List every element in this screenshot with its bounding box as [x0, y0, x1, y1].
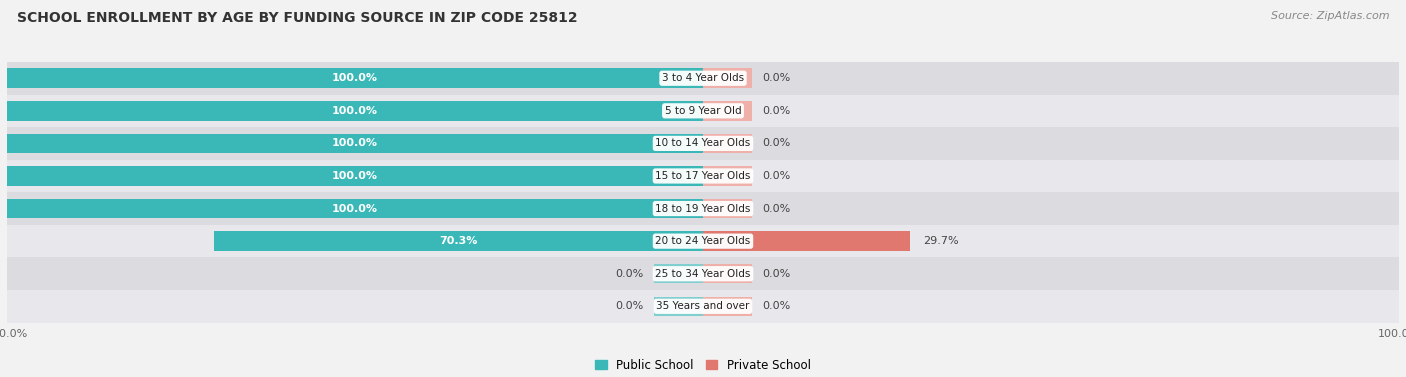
Text: SCHOOL ENROLLMENT BY AGE BY FUNDING SOURCE IN ZIP CODE 25812: SCHOOL ENROLLMENT BY AGE BY FUNDING SOUR…: [17, 11, 578, 25]
Text: 0.0%: 0.0%: [616, 269, 644, 279]
Bar: [703, 166, 752, 186]
Text: 0.0%: 0.0%: [762, 73, 790, 83]
Bar: [7, 166, 703, 186]
Bar: [7, 101, 703, 121]
Text: 5 to 9 Year Old: 5 to 9 Year Old: [665, 106, 741, 116]
Text: 100.0%: 100.0%: [332, 73, 378, 83]
Text: 20 to 24 Year Olds: 20 to 24 Year Olds: [655, 236, 751, 246]
Bar: [7, 69, 703, 88]
Text: 100.0%: 100.0%: [332, 138, 378, 149]
Text: 15 to 17 Year Olds: 15 to 17 Year Olds: [655, 171, 751, 181]
Bar: [654, 264, 703, 284]
Bar: [703, 231, 910, 251]
Text: 100.0%: 100.0%: [332, 171, 378, 181]
Bar: [7, 199, 703, 218]
Text: 3 to 4 Year Olds: 3 to 4 Year Olds: [662, 73, 744, 83]
Bar: [214, 231, 703, 251]
Text: 10 to 14 Year Olds: 10 to 14 Year Olds: [655, 138, 751, 149]
Bar: [7, 225, 1399, 257]
Text: 0.0%: 0.0%: [616, 301, 644, 311]
Text: 0.0%: 0.0%: [762, 171, 790, 181]
Bar: [703, 199, 752, 218]
Text: 0.0%: 0.0%: [762, 269, 790, 279]
Text: 18 to 19 Year Olds: 18 to 19 Year Olds: [655, 204, 751, 213]
Text: 0.0%: 0.0%: [762, 106, 790, 116]
Text: 35 Years and over: 35 Years and over: [657, 301, 749, 311]
Bar: [7, 95, 1399, 127]
Text: 100.0%: 100.0%: [332, 106, 378, 116]
Bar: [654, 297, 703, 316]
Text: 0.0%: 0.0%: [762, 204, 790, 213]
Text: 0.0%: 0.0%: [762, 138, 790, 149]
Legend: Public School, Private School: Public School, Private School: [591, 354, 815, 376]
Text: 29.7%: 29.7%: [924, 236, 959, 246]
Bar: [703, 264, 752, 284]
Bar: [7, 257, 1399, 290]
Bar: [7, 160, 1399, 192]
Text: 70.3%: 70.3%: [439, 236, 478, 246]
Bar: [7, 62, 1399, 95]
Bar: [7, 133, 703, 153]
Bar: [703, 69, 752, 88]
Bar: [7, 127, 1399, 160]
Bar: [7, 290, 1399, 323]
Text: 100.0%: 100.0%: [332, 204, 378, 213]
Bar: [703, 133, 752, 153]
Bar: [7, 192, 1399, 225]
Bar: [703, 297, 752, 316]
Text: 25 to 34 Year Olds: 25 to 34 Year Olds: [655, 269, 751, 279]
Bar: [703, 101, 752, 121]
Text: Source: ZipAtlas.com: Source: ZipAtlas.com: [1271, 11, 1389, 21]
Text: 0.0%: 0.0%: [762, 301, 790, 311]
